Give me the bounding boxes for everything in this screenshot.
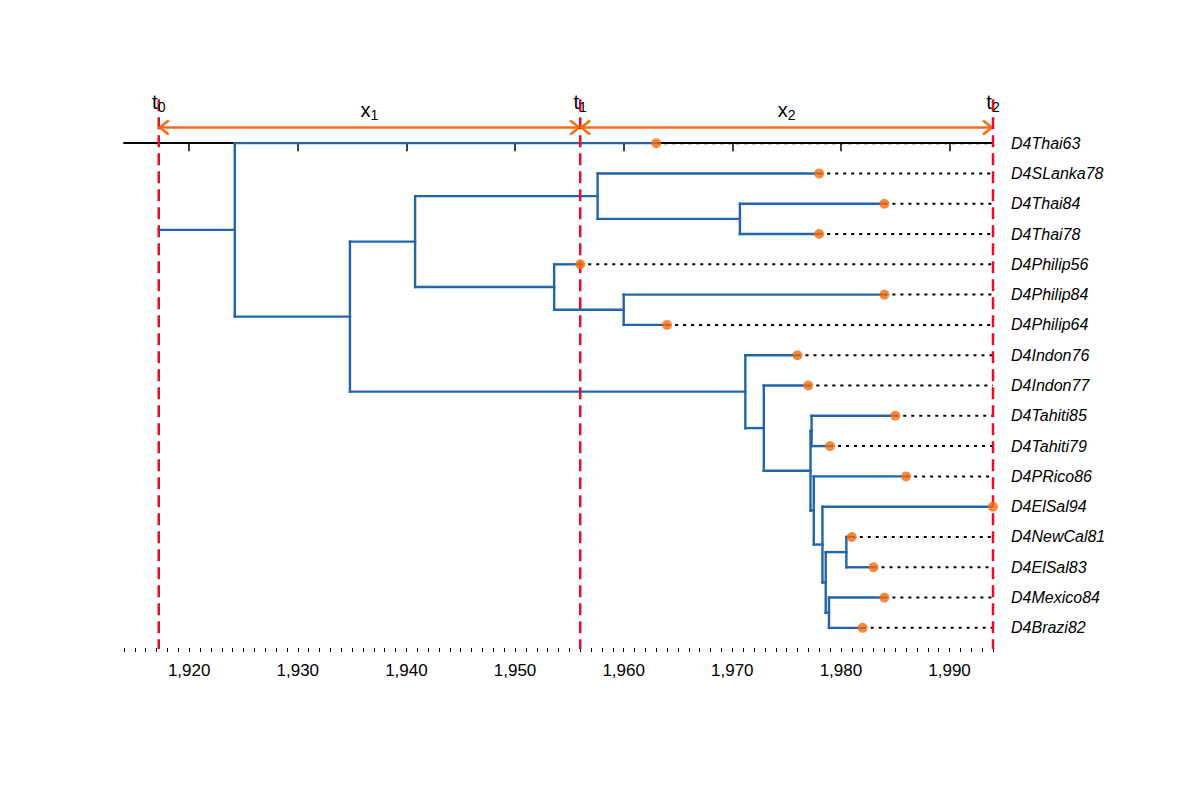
svg-text:1: 1	[371, 107, 379, 123]
svg-text:D4Brazi82: D4Brazi82	[1011, 619, 1086, 636]
svg-text:t: t	[152, 91, 158, 114]
svg-text:D4Mexico84: D4Mexico84	[1011, 589, 1100, 606]
svg-text:D4Thai63: D4Thai63	[1011, 135, 1080, 152]
svg-text:D4Indon77: D4Indon77	[1011, 377, 1090, 394]
svg-text:t: t	[573, 91, 580, 114]
svg-text:1,940: 1,940	[385, 661, 428, 680]
svg-text:x: x	[361, 99, 371, 121]
svg-text:1,920: 1,920	[168, 661, 211, 680]
svg-text:D4SLanka78: D4SLanka78	[1011, 165, 1104, 182]
svg-text:D4Thai84: D4Thai84	[1011, 195, 1080, 212]
svg-text:t: t	[986, 91, 992, 114]
svg-text:x: x	[778, 99, 788, 121]
svg-text:D4Tahiti85: D4Tahiti85	[1011, 407, 1087, 424]
svg-text:0: 0	[158, 99, 166, 115]
svg-text:1,990: 1,990	[928, 661, 971, 680]
svg-text:1,930: 1,930	[277, 661, 320, 680]
svg-text:D4PRico86: D4PRico86	[1011, 468, 1092, 485]
svg-text:D4NewCal81: D4NewCal81	[1011, 528, 1105, 545]
svg-text:D4Indon76: D4Indon76	[1011, 347, 1089, 364]
svg-text:D4Thai78: D4Thai78	[1011, 226, 1080, 243]
svg-text:1,960: 1,960	[602, 661, 645, 680]
svg-text:2: 2	[992, 99, 1000, 115]
svg-text:1,980: 1,980	[820, 661, 863, 680]
svg-text:D4Tahiti79: D4Tahiti79	[1011, 438, 1087, 455]
svg-text:D4Philip56: D4Philip56	[1011, 256, 1088, 273]
svg-text:1,970: 1,970	[711, 661, 754, 680]
svg-text:D4ElSal83: D4ElSal83	[1011, 559, 1087, 576]
svg-text:1,950: 1,950	[494, 661, 537, 680]
svg-text:1: 1	[579, 99, 587, 115]
svg-text:D4Philip84: D4Philip84	[1011, 286, 1088, 303]
svg-text:D4Philip64: D4Philip64	[1011, 316, 1088, 333]
svg-text:D4ElSal94: D4ElSal94	[1011, 498, 1087, 515]
svg-text:2: 2	[788, 107, 796, 123]
